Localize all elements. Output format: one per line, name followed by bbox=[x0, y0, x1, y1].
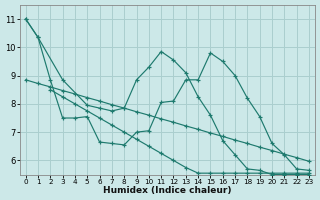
X-axis label: Humidex (Indice chaleur): Humidex (Indice chaleur) bbox=[103, 186, 232, 195]
